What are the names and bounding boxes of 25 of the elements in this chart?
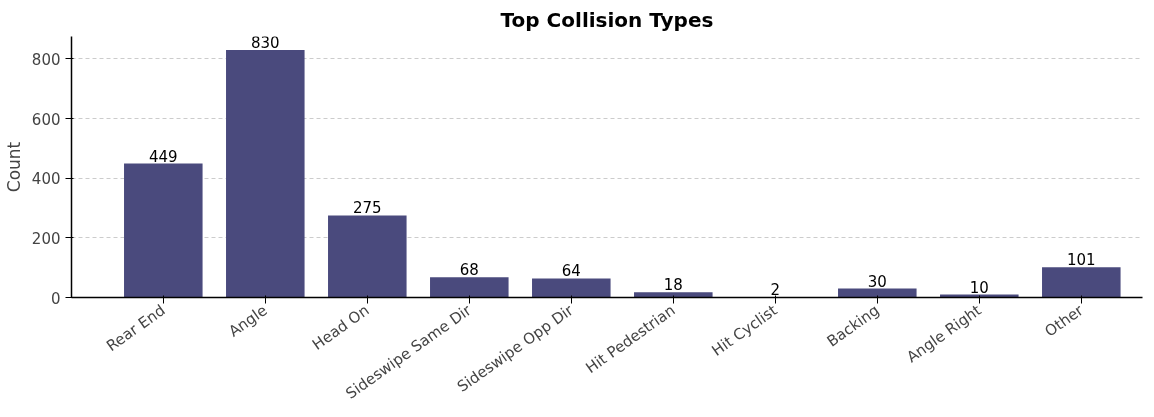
y-tick-label: 800 xyxy=(31,50,61,69)
y-tick-label: 0 xyxy=(50,289,61,308)
data-label: 64 xyxy=(561,262,581,281)
data-label: 18 xyxy=(663,276,683,295)
bar xyxy=(838,288,917,298)
y-axis-title: Count xyxy=(3,141,24,193)
y-tick-label: 400 xyxy=(31,170,61,189)
chart-title: Top Collision Types xyxy=(500,7,714,32)
data-label: 830 xyxy=(250,33,280,52)
bar xyxy=(328,215,407,298)
data-label: 101 xyxy=(1066,251,1096,270)
data-label: 449 xyxy=(148,147,178,166)
bar xyxy=(634,292,713,298)
data-label: 275 xyxy=(352,199,382,218)
y-tick-label: 600 xyxy=(31,110,61,129)
data-label: 2 xyxy=(770,280,781,299)
bar xyxy=(532,278,611,298)
bar xyxy=(1042,267,1121,298)
bar xyxy=(430,277,509,298)
data-label: 30 xyxy=(867,272,887,291)
data-label: 68 xyxy=(459,261,479,280)
data-label: 10 xyxy=(969,278,989,297)
y-tick-label: 200 xyxy=(31,229,61,248)
bar xyxy=(124,163,203,298)
bar xyxy=(226,49,305,298)
